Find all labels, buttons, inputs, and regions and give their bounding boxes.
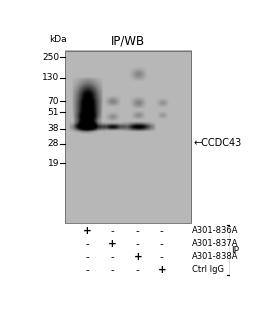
Text: 250: 250 xyxy=(42,53,59,62)
Text: ←CCDC43: ←CCDC43 xyxy=(194,138,242,148)
Text: +: + xyxy=(157,265,166,275)
Text: +: + xyxy=(108,239,117,249)
Text: -: - xyxy=(136,265,140,275)
Bar xyxy=(65,51,191,223)
Text: +: + xyxy=(83,226,92,236)
Text: -: - xyxy=(136,239,140,249)
Text: -: - xyxy=(111,265,114,275)
Text: 130: 130 xyxy=(42,73,59,82)
Text: -: - xyxy=(160,239,164,249)
Text: Ctrl IgG: Ctrl IgG xyxy=(193,265,225,274)
Text: A301-838A: A301-838A xyxy=(193,252,239,261)
Text: -: - xyxy=(136,226,140,236)
Text: -: - xyxy=(111,252,114,262)
Text: kDa: kDa xyxy=(49,35,67,44)
Text: -: - xyxy=(111,226,114,236)
Text: 38: 38 xyxy=(48,124,59,133)
Text: A301-837A: A301-837A xyxy=(193,239,239,248)
Text: +: + xyxy=(133,252,142,262)
Text: 51: 51 xyxy=(48,108,59,117)
Text: IP/WB: IP/WB xyxy=(111,34,145,47)
Text: -: - xyxy=(86,239,89,249)
Text: IP: IP xyxy=(231,246,239,255)
Text: 19: 19 xyxy=(48,159,59,168)
Text: 70: 70 xyxy=(48,97,59,106)
Text: -: - xyxy=(86,265,89,275)
Text: A301-836A: A301-836A xyxy=(193,226,239,235)
Text: -: - xyxy=(86,252,89,262)
Text: 28: 28 xyxy=(48,139,59,148)
Text: -: - xyxy=(160,226,164,236)
Text: -: - xyxy=(160,252,164,262)
